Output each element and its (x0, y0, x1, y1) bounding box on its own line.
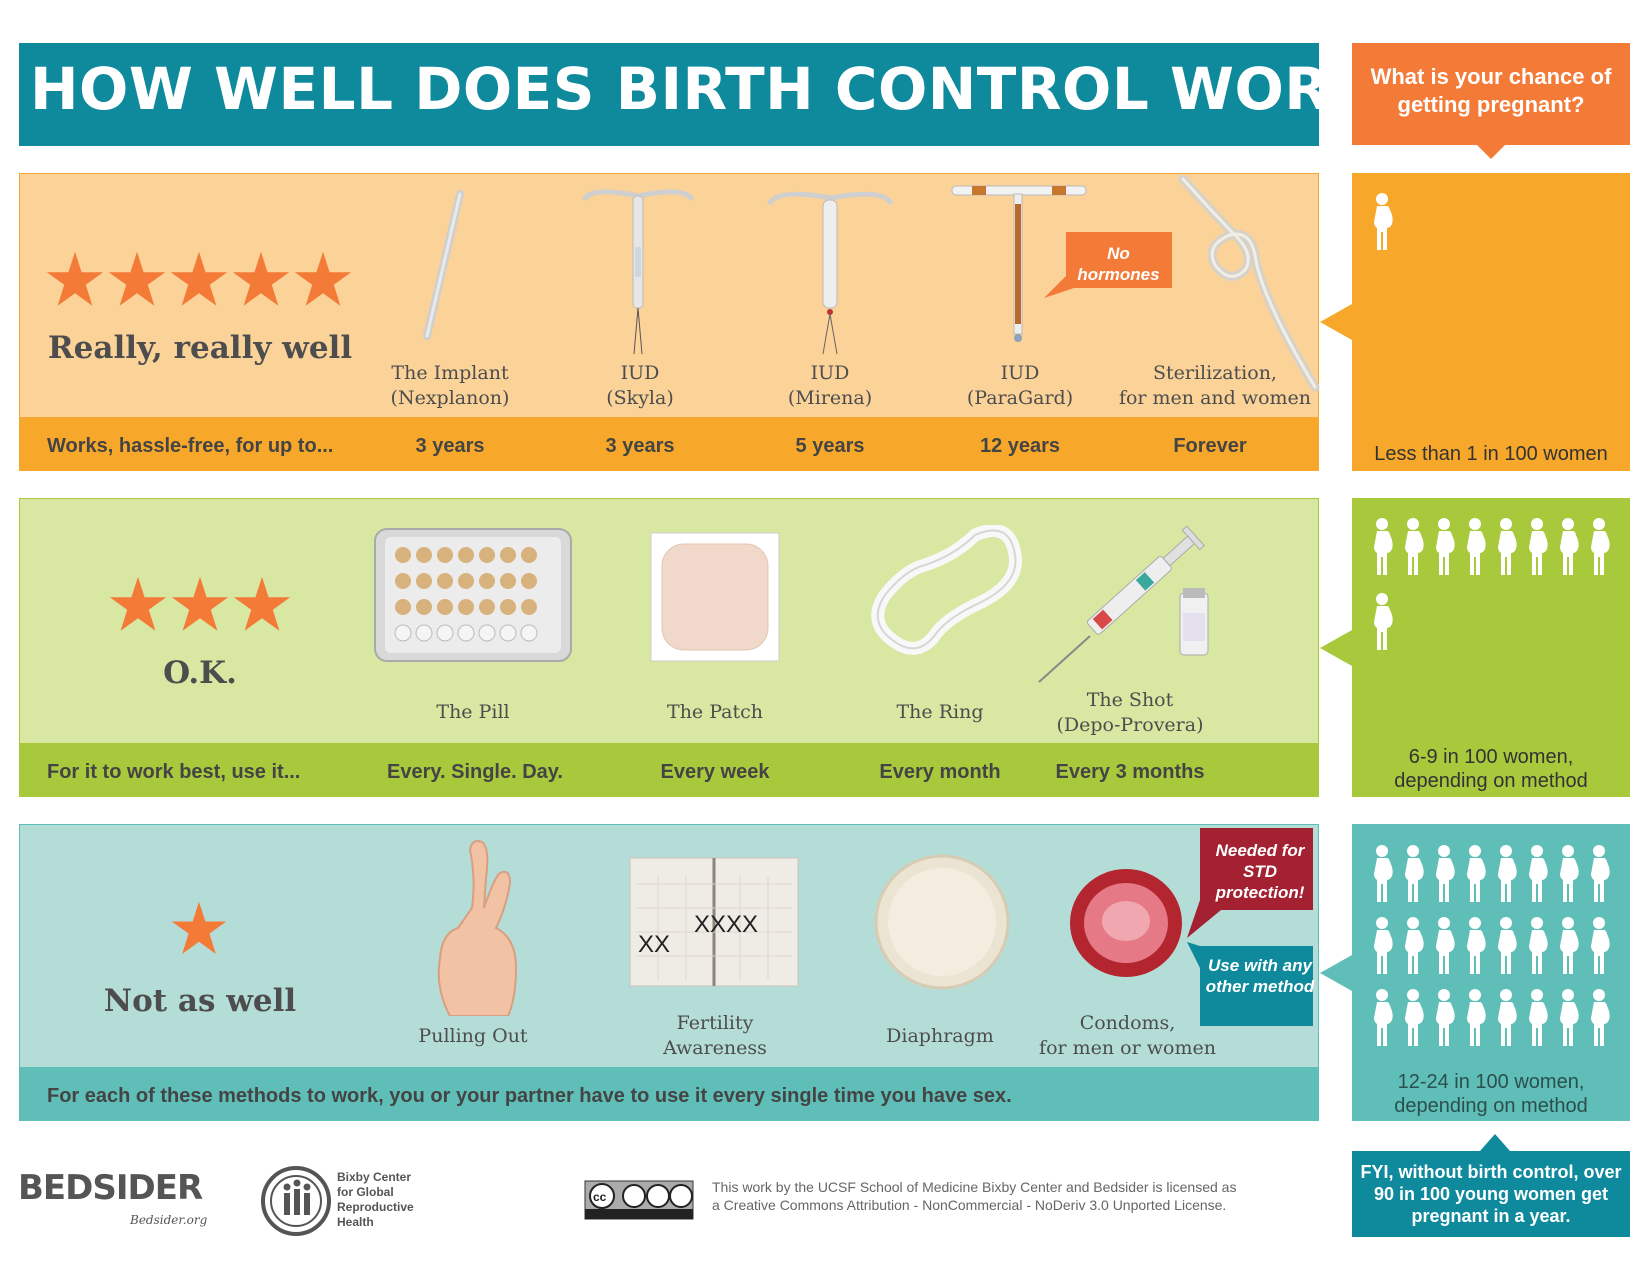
tier1-stat-panel (1352, 173, 1630, 471)
tier2-band-label: For it to work best, use it... (47, 761, 301, 783)
creative-commons-icon: cc (584, 1180, 694, 1220)
license-text: This work by the UCSF School of Medicine… (712, 1179, 1237, 1213)
star-icon (171, 576, 229, 631)
use-with-callout-bg (1187, 942, 1313, 1026)
page-title: HOW WELL DOES BIRTH CONTROL WORK? (30, 55, 1410, 123)
calendar-icon: XX XXXX (629, 857, 799, 987)
star-icon (233, 576, 291, 631)
pregnant-woman-icon (1405, 518, 1424, 575)
pregnant-woman-icon (1467, 518, 1486, 575)
tier1-band-label: Works, hassle-free, for up to... (47, 435, 334, 457)
tier1-rating: Really, really well (47, 330, 353, 366)
star-icon (170, 251, 228, 306)
star-icon (232, 251, 290, 306)
iud-paragard-icon (951, 185, 1087, 342)
patch-frequency: Every week (660, 761, 770, 783)
tier1-panel (19, 173, 1319, 418)
method-condoms: Condoms, for men or women (1039, 1012, 1216, 1059)
tier3-stat: 12-24 in 100 women, depending on method (1394, 1071, 1588, 1117)
std-protection-callout: Needed for STD protection! (1215, 841, 1305, 902)
tier3-band-label: For each of these methods to work, you o… (47, 1085, 1012, 1107)
method-sterilization: Sterilization, for men and women (1118, 362, 1312, 409)
question-arrow (1476, 144, 1506, 159)
crossed-fingers-icon (437, 840, 518, 1016)
tier3-pointer (1320, 955, 1352, 991)
mirena-duration: 5 years (795, 435, 865, 457)
tier2-stat-panel (1352, 498, 1630, 797)
ring-icon (871, 525, 1022, 655)
tier1-pointer (1320, 304, 1352, 340)
condom-icon (1070, 869, 1182, 977)
star-icon (171, 901, 227, 954)
implant-duration: 3 years (415, 435, 485, 457)
tier1-stars (46, 251, 352, 306)
tier2-figures (1374, 518, 1610, 650)
method-pill: The Pill (436, 701, 510, 723)
implant-icon (423, 190, 464, 340)
tier1-stat: Less than 1 in 100 women (1374, 443, 1608, 465)
tier3-band (19, 1068, 1319, 1121)
tier3-stat-panel (1352, 824, 1630, 1121)
syringe-icon (1038, 525, 1209, 683)
pregnant-woman-icon (1374, 593, 1393, 650)
tier1-band (19, 418, 1319, 471)
star-icon (108, 251, 166, 306)
pregnant-woman-icon (1374, 193, 1393, 250)
star-icon (109, 576, 167, 631)
pregnant-woman-icon (1560, 518, 1579, 575)
fyi-arrow (1480, 1134, 1510, 1151)
sterilization-rope-icon (1178, 175, 1320, 392)
tier2-rating: O.K. (163, 655, 237, 691)
shot-frequency: Every 3 months (1055, 761, 1205, 783)
method-implant: The Implant (Nexplanon) (390, 362, 510, 409)
svg-text:cc: cc (593, 1190, 607, 1204)
sterilization-duration: Forever (1173, 435, 1247, 457)
patch-icon (650, 532, 780, 662)
tier3-figures (1374, 845, 1610, 1062)
method-diaphragm: Diaphragm (886, 1025, 994, 1047)
bixby-logo-icon (261, 1166, 331, 1236)
skyla-duration: 3 years (605, 435, 675, 457)
method-patch: The Patch (667, 701, 763, 723)
iud-mirena-icon (766, 191, 894, 355)
method-iud-paragard: IUD (ParaGard) (966, 362, 1074, 409)
pill-pack-icon (374, 528, 572, 662)
svg-text:XX: XX (638, 931, 670, 958)
pregnant-woman-icon (1591, 518, 1610, 575)
diaphragm-icon (874, 854, 1010, 990)
method-pulling-out: Pulling Out (418, 1025, 528, 1047)
method-iud-mirena: IUD (Mirena) (787, 362, 873, 409)
method-ring: The Ring (896, 701, 984, 723)
fyi-box: FYI, without birth control, over 90 in 1… (1352, 1151, 1630, 1237)
bedsider-logo: BEDSIDER (18, 1168, 203, 1208)
tier2-stars (109, 576, 291, 631)
method-fertility-awareness: Fertility Awareness (663, 1012, 767, 1059)
use-with-other-callout: Use with any other method (1205, 956, 1315, 996)
pregnant-woman-icon (1436, 518, 1455, 575)
star-icon (46, 251, 104, 306)
bedsider-url: Bedsider.org (130, 1213, 208, 1227)
std-callout-bg (1187, 828, 1313, 938)
tier2-pointer (1320, 630, 1352, 666)
no-hormones-callout-bg (1044, 232, 1172, 298)
paragard-duration: 12 years (979, 435, 1061, 457)
tier2-stat: 6-9 in 100 women, depending on method (1394, 746, 1588, 792)
svg-text:XXXX: XXXX (694, 911, 758, 938)
pregnant-woman-icon (1529, 518, 1548, 575)
iud-skyla-icon (581, 189, 695, 355)
tier2-band (19, 744, 1319, 797)
tier3-stars (171, 901, 227, 954)
pill-frequency: Every. Single. Day. (386, 761, 563, 783)
pregnant-woman-icon (1374, 518, 1393, 575)
title-bar (19, 43, 1319, 146)
bixby-center-label: Bixby Center for Global Reproductive Hea… (337, 1170, 414, 1229)
method-iud-skyla: IUD (Skyla) (606, 362, 674, 409)
pregnancy-chance-question: What is your chance of getting pregnant? (1352, 43, 1630, 145)
no-hormones-callout: No hormones (1077, 244, 1160, 284)
pregnant-woman-icon (1498, 518, 1517, 575)
method-shot: The Shot (Depo-Provera) (1056, 689, 1204, 736)
ring-frequency: Every month (879, 761, 1001, 783)
star-icon (294, 251, 352, 306)
tier3-rating: Not as well (103, 983, 297, 1019)
